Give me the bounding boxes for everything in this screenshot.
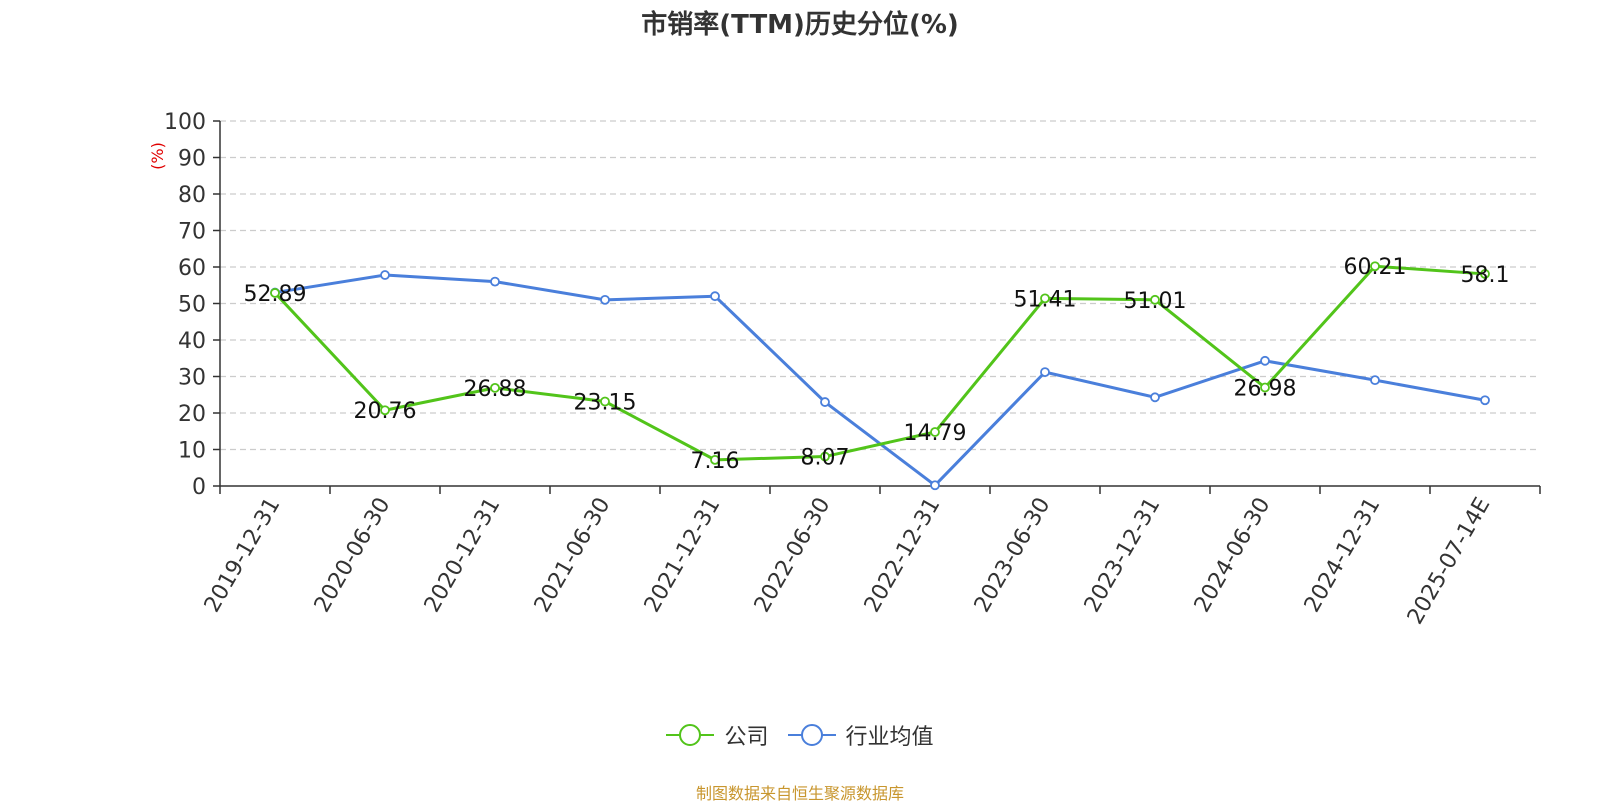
series-line xyxy=(274,273,1486,487)
data-point xyxy=(710,454,720,465)
legend: 公司 行业均值 xyxy=(0,719,1600,753)
data-label: 51.41 xyxy=(1014,287,1077,312)
data-label: 7.16 xyxy=(691,449,740,474)
data-label: 23.15 xyxy=(574,391,637,416)
data-label: 58.1 xyxy=(1461,263,1510,288)
data-point xyxy=(820,397,830,407)
y-tick-label: 70 xyxy=(178,220,206,245)
data-point xyxy=(1040,367,1050,378)
legend-marker-industry-average xyxy=(787,724,836,746)
data-label: 60.21 xyxy=(1344,255,1407,280)
data-label: 52.89 xyxy=(244,282,307,307)
y-tick-label: 50 xyxy=(178,293,206,318)
data-point xyxy=(1480,269,1490,279)
data-point xyxy=(930,427,940,437)
x-tick-label: 2020-06-30 xyxy=(310,494,396,617)
y-axis-label: (%) xyxy=(148,142,167,170)
legend-item-company[interactable]: 公司 xyxy=(666,719,769,751)
data-point xyxy=(710,291,720,302)
data-points xyxy=(270,261,1490,491)
y-tick-label: 0 xyxy=(192,475,206,500)
x-tick-label: 2024-06-30 xyxy=(1190,494,1276,617)
data-point xyxy=(1150,294,1160,305)
x-tick-label: 2024-12-31 xyxy=(1300,494,1386,617)
data-point xyxy=(820,451,830,462)
series-lines xyxy=(273,264,1486,487)
data-point xyxy=(1480,395,1490,406)
data-point xyxy=(270,288,280,298)
data-label: 26.88 xyxy=(464,377,527,402)
y-tick-label: 100 xyxy=(164,110,206,135)
data-source-note: 制图数据来自恒生聚源数据库 xyxy=(695,784,904,803)
data-point xyxy=(380,405,390,416)
x-tick-label: 2020-12-31 xyxy=(420,494,506,617)
data-point xyxy=(490,276,500,287)
x-tick-label: 2021-12-31 xyxy=(640,494,726,617)
axes: 0 10 20 30 40 50 60 70 80 90 100 (%) 2019-12-31 2020-… xyxy=(148,110,1541,629)
data-point xyxy=(490,382,500,393)
data-point xyxy=(1370,375,1380,386)
data-label: 20.76 xyxy=(354,399,417,424)
data-point xyxy=(1260,382,1270,393)
y-tick-label: 60 xyxy=(178,256,206,281)
y-tick-label: 30 xyxy=(178,366,206,391)
data-point xyxy=(600,294,610,305)
legend-label-industry-average: 行业均值 xyxy=(845,725,934,750)
y-tick-label: 90 xyxy=(178,147,206,172)
data-point xyxy=(1370,261,1380,272)
series-line xyxy=(273,264,1486,462)
x-tick-label: 2025-07-14E xyxy=(1403,494,1496,629)
data-label: 8.07 xyxy=(801,446,850,471)
x-tick-label: 2022-06-30 xyxy=(750,494,836,617)
y-tick-label: 40 xyxy=(178,329,206,354)
legend-label-company: 公司 xyxy=(724,725,769,750)
y-tick-label: 80 xyxy=(178,183,206,208)
x-tick-label: 2023-12-31 xyxy=(1080,494,1166,617)
data-point xyxy=(1260,355,1270,366)
x-tick-label: 2022-12-31 xyxy=(860,494,946,617)
chart-title: 市销率(TTM)历史分位(%) xyxy=(641,10,959,40)
data-label: 14.79 xyxy=(904,421,967,446)
x-tick-label: 2021-06-30 xyxy=(530,494,616,617)
x-tick-label: 2019-12-31 xyxy=(200,494,286,617)
y-tick-label: 20 xyxy=(178,402,206,427)
data-label: 51.01 xyxy=(1124,289,1187,314)
data-point xyxy=(1150,392,1160,403)
x-tick-label: 2023-06-30 xyxy=(970,494,1056,617)
data-labels: 52.89 20.76 26.88 23.15 7.16 8.07 14.79 51.41 51… xyxy=(244,255,1510,474)
data-point xyxy=(1040,293,1050,304)
data-point xyxy=(600,396,610,407)
y-tick-label: 10 xyxy=(178,439,206,464)
data-point xyxy=(930,480,940,491)
data-label: 26.98 xyxy=(1234,377,1297,402)
legend-marker-company xyxy=(666,724,715,746)
grid-lines xyxy=(220,120,1540,451)
data-point xyxy=(380,270,390,280)
legend-item-industry-average[interactable]: 行业均值 xyxy=(787,719,934,751)
